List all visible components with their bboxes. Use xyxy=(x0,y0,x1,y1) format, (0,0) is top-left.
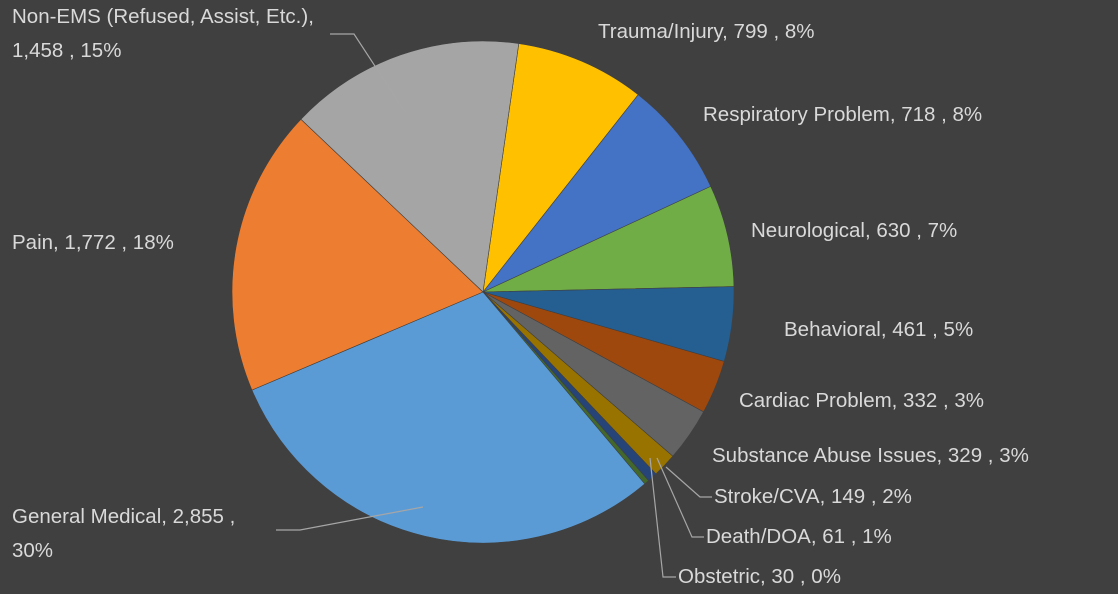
pie-slice xyxy=(482,94,712,293)
data-label: Cardiac Problem, 332 , 3% xyxy=(739,389,984,412)
data-label: Trauma/Injury, 799 , 8% xyxy=(598,20,815,43)
data-label: Obstetric, 30 , 0% xyxy=(678,565,841,588)
data-label: Stroke/CVA, 149 , 2% xyxy=(714,485,912,508)
slices xyxy=(231,40,735,544)
leader-line xyxy=(330,33,406,113)
data-label: General Medical, 2,855 , 30% xyxy=(12,505,236,562)
pie-slice xyxy=(300,40,520,293)
pie-slice xyxy=(231,118,484,391)
data-label: Respiratory Problem, 718 , 8% xyxy=(703,103,983,126)
data-label: Death/DOA, 61 , 1% xyxy=(706,525,892,548)
pie-slice xyxy=(482,43,639,294)
leader-line xyxy=(649,457,676,578)
data-label: Neurological, 630 , 7% xyxy=(751,219,958,242)
data-label: Non-EMS (Refused, Assist, Etc.), 1,458 ,… xyxy=(12,5,314,62)
leader-line xyxy=(656,457,704,538)
data-label: Behavioral, 461 , 5% xyxy=(784,318,974,341)
leader-line xyxy=(665,466,712,498)
pie-slice xyxy=(251,291,646,544)
data-label: Pain, 1,772 , 18% xyxy=(12,231,174,254)
data-label: Substance Abuse Issues, 329 , 3% xyxy=(712,444,1029,467)
leader-line xyxy=(276,506,424,531)
